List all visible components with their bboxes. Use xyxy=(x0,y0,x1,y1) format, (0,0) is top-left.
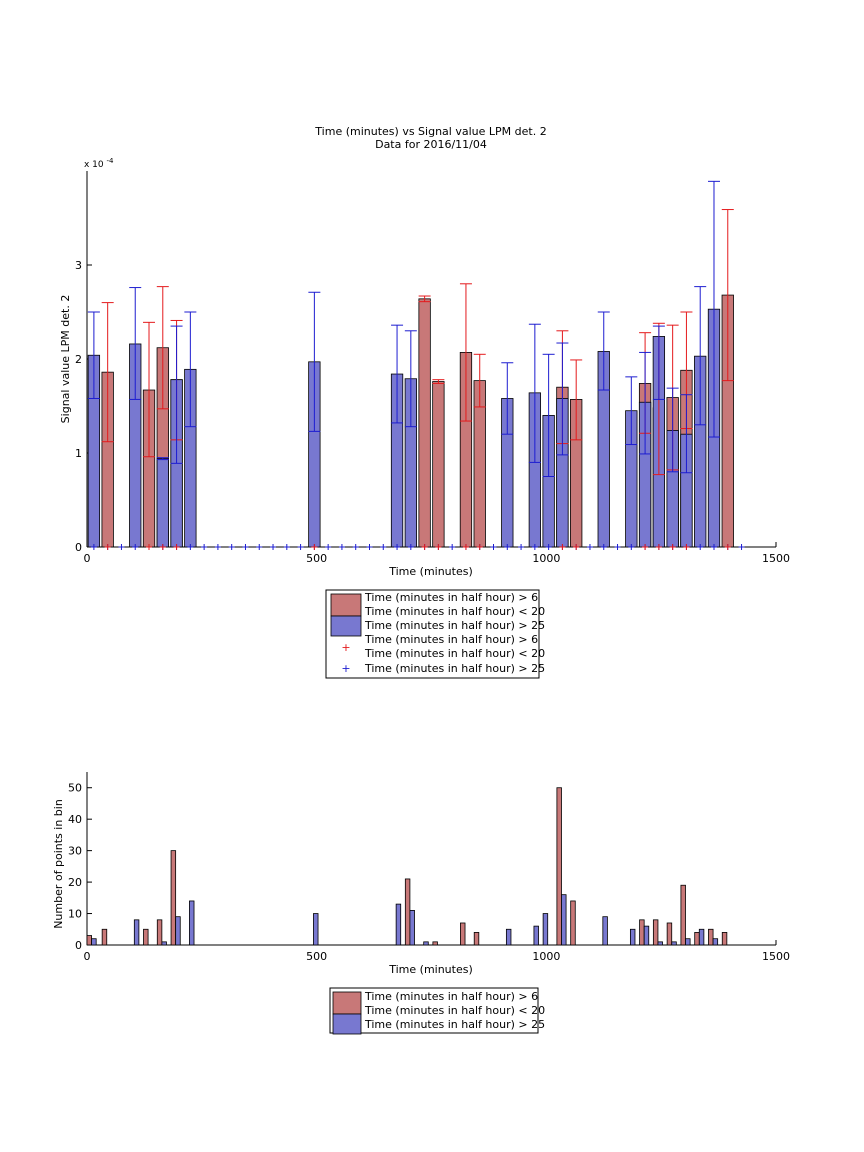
chart1-y-exponent-power: -4 xyxy=(107,157,115,165)
chart2-xlabel: Time (minutes) xyxy=(388,963,473,976)
hist-bar-red xyxy=(666,922,673,946)
hist-bar-red xyxy=(170,850,177,946)
chart1-x-tick-label: 1500 xyxy=(762,552,790,565)
chart1-legend: Time (minutes in half hour) > 6 Time (mi… xyxy=(325,589,545,679)
legend1-entry-1: Time (minutes in half hour) > 6 xyxy=(364,591,538,604)
legend1-entry-3: Time (minutes in half hour) > 25 xyxy=(364,619,545,632)
legend1-entry-5: Time (minutes in half hour) < 20 xyxy=(364,647,545,660)
chart1-legend-box xyxy=(325,589,540,679)
hist-bar-blue xyxy=(657,941,663,946)
hist-bar-blue xyxy=(629,928,636,946)
chart2-y-tick-label: 50 xyxy=(68,782,82,795)
chart1-xlabel: Time (minutes) xyxy=(388,565,473,578)
hist-bar-red xyxy=(721,932,728,946)
chart2-plot-area: 0 500 1000 1500 0 10 20 30 40 50 xyxy=(68,772,790,963)
histogram-chart: 0 500 1000 1500 0 10 20 30 40 50 Time (minutes) N… xyxy=(52,772,790,976)
chart1-y-tick-label: 2 xyxy=(75,353,82,366)
legend2-entry-3: Time (minutes in half hour) > 25 xyxy=(364,1018,545,1031)
hist-bar-red xyxy=(460,922,466,946)
chart2-y-tick-label: 0 xyxy=(75,939,82,952)
hist-bar-blue xyxy=(561,894,567,946)
chart2-legend: Time (minutes in half hour) > 6 Time (mi… xyxy=(329,987,545,1035)
hist-bar-blue xyxy=(533,925,539,946)
hist-bar-red xyxy=(556,787,562,946)
chart1-x-tick-label: 500 xyxy=(306,552,327,565)
chart1-plot-area: 0 500 1000 1500 0 1 2 3 xyxy=(75,171,790,565)
legend2-entry-2: Time (minutes in half hour) < 20 xyxy=(364,1004,545,1017)
legend1-entry-6: Time (minutes in half hour) > 25 xyxy=(364,662,545,675)
hist-bar-blue xyxy=(671,941,677,946)
chart1-title: Time (minutes) vs Signal value LPM det. … xyxy=(314,125,546,138)
legend1-entry-4: Time (minutes in half hour) > 6 xyxy=(364,633,538,646)
hist-bar-blue xyxy=(602,916,608,946)
chart2-y-tick-label: 30 xyxy=(68,845,82,858)
hist-bar-blue xyxy=(91,938,97,946)
hist-bar-red xyxy=(680,884,686,946)
hist-bar-red xyxy=(143,928,149,946)
chart2-y-tick-label: 10 xyxy=(68,908,82,921)
legend2-swatch-red xyxy=(332,991,362,1015)
chart1-x-tick-label: 0 xyxy=(84,552,91,565)
legend1-swatch-red xyxy=(330,593,362,617)
hist-bar-red xyxy=(404,878,411,946)
hist-bar-blue xyxy=(395,903,402,946)
legend1-marker-blue: + xyxy=(341,662,350,675)
hist-bar-red xyxy=(570,900,576,946)
hist-bar-blue xyxy=(189,900,195,946)
hist-bar-red xyxy=(694,932,700,946)
chart2-x-tick-label: 500 xyxy=(306,950,327,963)
chart1-subtitle: Data for 2016/11/04 xyxy=(375,138,487,151)
hist-bar-red xyxy=(652,919,659,946)
chart2-y-tick-label: 20 xyxy=(68,876,82,889)
legend1-swatch-blue xyxy=(330,615,362,637)
chart2-ylabel: Number of points in bin xyxy=(52,799,65,929)
hist-bar-blue xyxy=(505,928,512,946)
chart1-x-tick-label: 1000 xyxy=(532,552,560,565)
chart1-y-tick-label: 1 xyxy=(75,447,82,460)
chart1-y-tick-label: 3 xyxy=(75,259,82,272)
hist-bar-red xyxy=(708,928,714,946)
chart1-ylabel: Signal value LPM det. 2 xyxy=(59,295,72,424)
hist-bar-blue xyxy=(685,938,691,946)
chart1-y-exponent: x 10 -4 xyxy=(84,157,114,170)
hist-bar-blue xyxy=(133,919,140,946)
chart2-x-tick-label: 1500 xyxy=(762,950,790,963)
hist-bar-blue xyxy=(161,941,167,946)
chart2-x-tick-label: 1000 xyxy=(532,950,560,963)
legend1-marker-red: + xyxy=(341,641,350,654)
chart2-x-tick-label: 0 xyxy=(84,950,91,963)
chart1-y-exponent-base: x 10 xyxy=(84,160,104,170)
hist-bar-blue xyxy=(409,910,415,946)
hist-bar-red xyxy=(473,932,480,946)
hist-bar-blue xyxy=(698,928,705,946)
legend2-entry-1: Time (minutes in half hour) > 6 xyxy=(364,990,538,1003)
bar-blue xyxy=(156,458,169,548)
legend1-entry-2: Time (minutes in half hour) < 20 xyxy=(364,605,545,618)
hist-bar-red xyxy=(639,919,645,946)
signal-chart: Time (minutes) vs Signal value LPM det. … xyxy=(59,125,790,578)
chart2-legend-box xyxy=(329,987,539,1034)
hist-bar-blue xyxy=(423,941,429,946)
legend2-swatch-blue xyxy=(332,1013,362,1035)
hist-bar-red xyxy=(432,941,438,946)
bar-red xyxy=(418,298,431,548)
hist-bar-red xyxy=(156,919,163,946)
hist-bar-red xyxy=(86,935,92,946)
hist-bar-blue xyxy=(643,925,650,946)
hist-bar-blue xyxy=(313,913,319,946)
hist-bar-blue xyxy=(712,938,719,946)
chart1-y-tick-label: 0 xyxy=(75,541,82,554)
hist-bar-blue xyxy=(175,916,181,946)
chart2-y-tick-label: 40 xyxy=(68,813,82,826)
hist-bar-red xyxy=(101,928,108,946)
bar-red xyxy=(432,381,445,548)
hist-bar-blue xyxy=(542,913,549,946)
